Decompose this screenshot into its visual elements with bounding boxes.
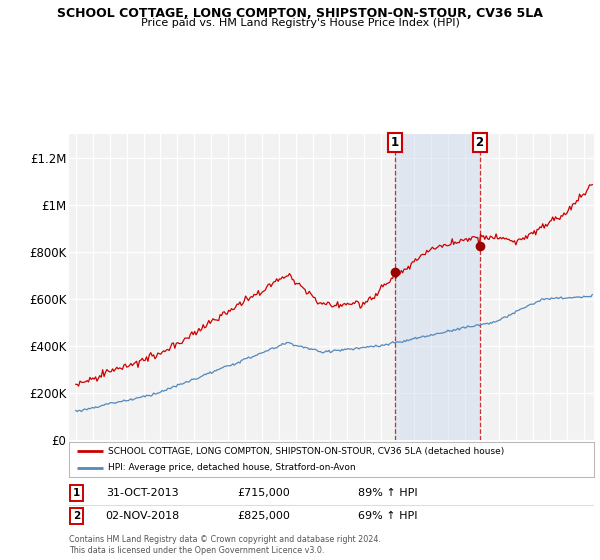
Text: Price paid vs. HM Land Registry's House Price Index (HPI): Price paid vs. HM Land Registry's House …	[140, 18, 460, 28]
Text: 2: 2	[73, 511, 80, 521]
Text: 31-OCT-2013: 31-OCT-2013	[106, 488, 178, 498]
Text: Contains HM Land Registry data © Crown copyright and database right 2024.
This d: Contains HM Land Registry data © Crown c…	[69, 535, 381, 555]
Text: SCHOOL COTTAGE, LONG COMPTON, SHIPSTON-ON-STOUR, CV36 5LA (detached house): SCHOOL COTTAGE, LONG COMPTON, SHIPSTON-O…	[109, 447, 505, 456]
Bar	[395, 134, 479, 440]
Text: 1: 1	[391, 136, 399, 149]
Text: £825,000: £825,000	[237, 511, 290, 521]
Text: SCHOOL COTTAGE, LONG COMPTON, SHIPSTON-ON-STOUR, CV36 5LA: SCHOOL COTTAGE, LONG COMPTON, SHIPSTON-O…	[57, 7, 543, 20]
Text: 2: 2	[475, 136, 484, 149]
Text: HPI: Average price, detached house, Stratford-on-Avon: HPI: Average price, detached house, Stra…	[109, 463, 356, 472]
Text: £715,000: £715,000	[237, 488, 290, 498]
Text: 02-NOV-2018: 02-NOV-2018	[106, 511, 180, 521]
Text: 1: 1	[73, 488, 80, 498]
Text: 89% ↑ HPI: 89% ↑ HPI	[358, 488, 418, 498]
Text: 69% ↑ HPI: 69% ↑ HPI	[358, 511, 417, 521]
